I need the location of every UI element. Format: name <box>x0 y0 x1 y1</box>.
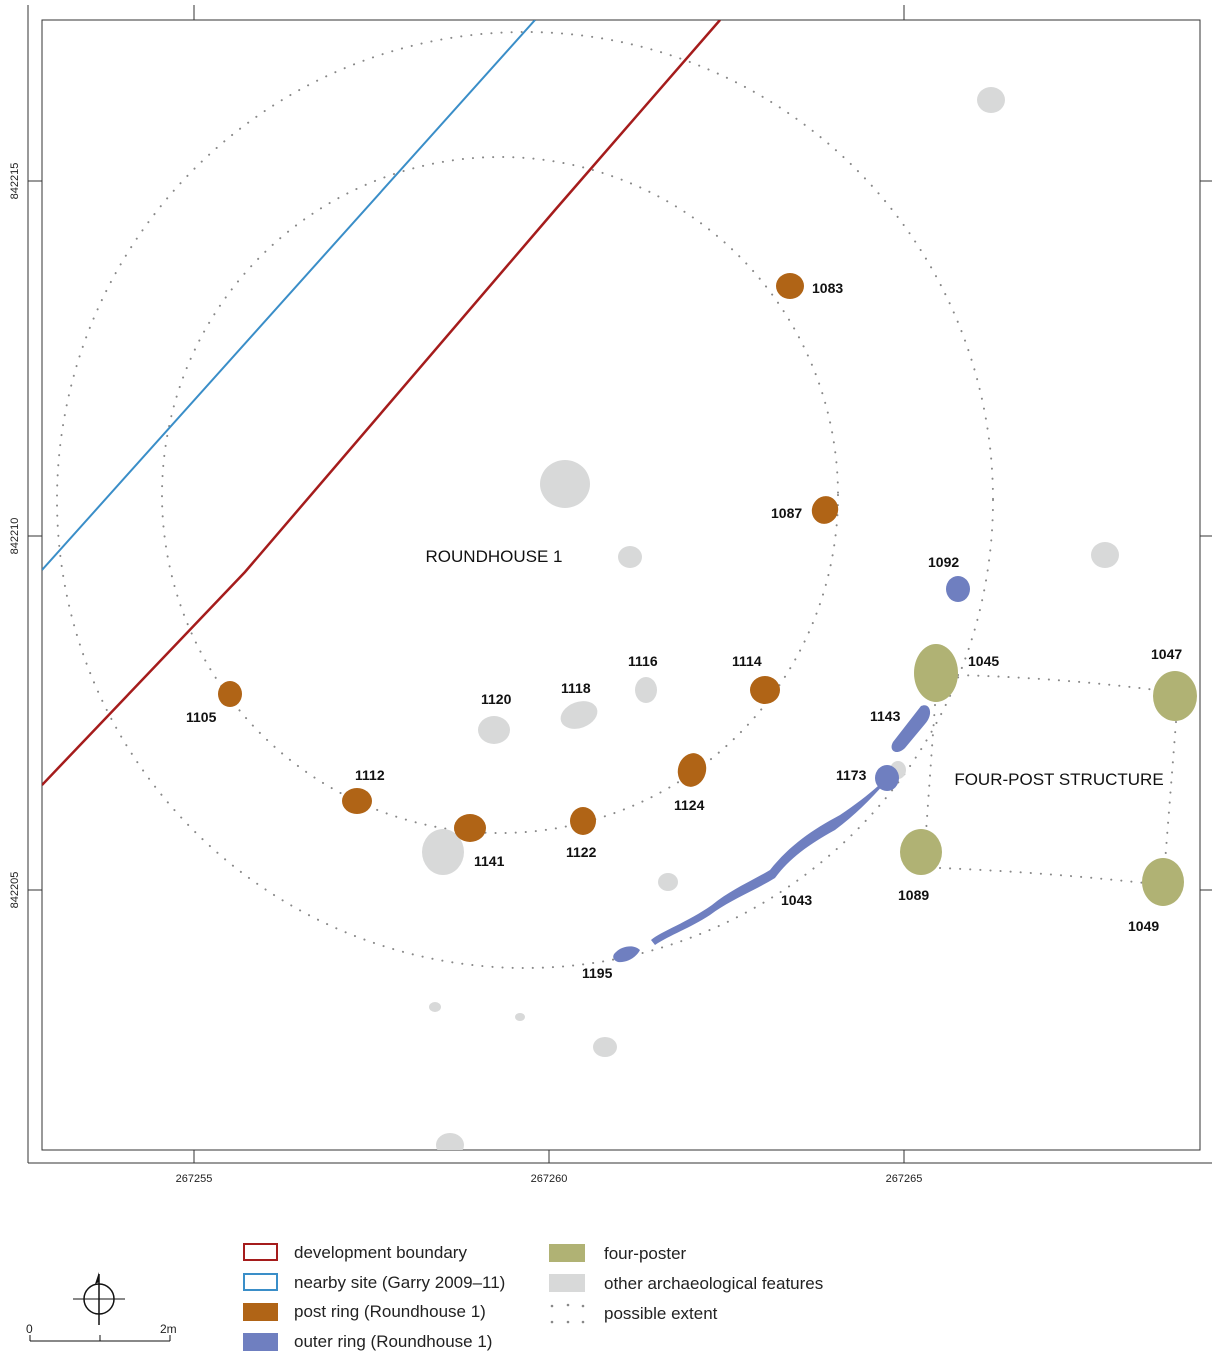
other-feature <box>515 1013 525 1021</box>
legend-possible-extent: possible extent <box>604 1304 718 1323</box>
label-1105: 1105 <box>186 709 217 725</box>
label-1118: 1118 <box>561 680 591 696</box>
other-feature <box>422 829 464 875</box>
x-tick-label: 267265 <box>886 1173 923 1185</box>
label-1092: 1092 <box>928 554 959 570</box>
legend-swatch-development-boundary <box>243 1243 278 1261</box>
four-post-1049 <box>1142 858 1184 906</box>
scale-end-label: 2m <box>160 1322 177 1336</box>
label-1045: 1045 <box>968 653 999 669</box>
label-1195: 1195 <box>582 965 613 981</box>
label-1116: 1116 <box>628 653 658 669</box>
other-feature <box>436 1133 464 1150</box>
other-feature <box>1091 542 1119 568</box>
label-1049: 1049 <box>1128 918 1159 934</box>
four-post-label: FOUR-POST STRUCTURE <box>954 770 1163 789</box>
other-feature <box>618 546 642 568</box>
label-1173: 1173 <box>836 767 867 783</box>
label-1141: 1141 <box>474 853 505 869</box>
other-feature-1118 <box>560 701 598 729</box>
legend-four-poster: four-poster <box>604 1244 687 1263</box>
feature-labels: ROUNDHOUSE 1 FOUR-POST STRUCTURE 1083 10… <box>186 280 1182 981</box>
scale-bar: 0 2m <box>26 1322 177 1342</box>
legend-outer-ring: outer ring (Roundhouse 1) <box>294 1332 492 1351</box>
label-1112: 1112 <box>355 767 385 783</box>
outer-ring-features <box>613 576 970 963</box>
development-boundary-line <box>42 20 721 786</box>
four-post-extent-lines <box>925 674 1177 884</box>
legend-swatch-post-ring <box>243 1303 278 1321</box>
outer-ring-1143 <box>891 705 931 753</box>
post-1122 <box>570 807 596 835</box>
label-1043: 1043 <box>781 892 812 908</box>
other-feature-1120 <box>478 716 510 744</box>
post-1105 <box>218 681 242 707</box>
legend-swatch-other <box>549 1274 585 1292</box>
post-ring-features <box>218 273 839 842</box>
post-1141 <box>454 814 486 842</box>
label-1124: 1124 <box>674 797 705 813</box>
inner-extent-circle <box>161 156 839 834</box>
nearby-site-line <box>42 20 536 571</box>
label-1120: 1120 <box>481 691 512 707</box>
post-1124 <box>677 753 707 787</box>
north-arrow <box>73 1272 125 1325</box>
outer-ring-1195 <box>613 946 640 963</box>
legend-post-ring: post ring (Roundhouse 1) <box>294 1302 486 1321</box>
y-tick-label: 842210 <box>9 518 21 555</box>
four-poster-features <box>900 644 1197 906</box>
x-tick-label: 267255 <box>176 1173 213 1185</box>
other-feature <box>429 1002 441 1012</box>
label-1143: 1143 <box>870 708 901 724</box>
legend-development-boundary: development boundary <box>294 1243 467 1262</box>
label-1089: 1089 <box>898 887 929 903</box>
other-feature <box>977 87 1005 113</box>
post-1114 <box>750 676 780 704</box>
four-post-1089 <box>900 829 942 875</box>
post-1112 <box>342 788 372 814</box>
outer-ring-1092 <box>946 576 970 602</box>
y-tick-label: 842215 <box>9 163 21 200</box>
roundhouse-label: ROUNDHOUSE 1 <box>426 547 563 566</box>
x-tick-label: 267260 <box>531 1173 568 1185</box>
other-feature <box>593 1037 617 1057</box>
post-1087 <box>811 496 839 524</box>
other-feature-1116 <box>635 677 657 703</box>
other-feature <box>540 460 590 508</box>
outer-ring-1043 <box>651 781 885 945</box>
scale-start-label: 0 <box>26 1322 33 1336</box>
label-1083: 1083 <box>812 280 843 296</box>
outer-extent-circle <box>56 31 994 969</box>
label-1047: 1047 <box>1151 646 1182 662</box>
legend-swatch-possible-extent <box>550 1303 585 1324</box>
legend-nearby-site: nearby site (Garry 2009–11) <box>294 1273 505 1292</box>
legend-other: other archaeological features <box>604 1274 823 1293</box>
label-1114: 1114 <box>732 653 762 669</box>
legend-swatch-nearby-site <box>243 1273 278 1291</box>
other-feature <box>658 873 678 891</box>
legend: development boundary nearby site (Garry … <box>243 1243 823 1351</box>
four-post-1047 <box>1153 671 1197 721</box>
legend-swatch-four-poster <box>549 1244 585 1262</box>
y-tick-label: 842205 <box>9 872 21 909</box>
label-1122: 1122 <box>566 844 597 860</box>
other-features <box>422 87 1119 1150</box>
legend-swatch-outer-ring <box>243 1333 278 1351</box>
four-post-1045 <box>914 644 958 702</box>
label-1087: 1087 <box>771 505 802 521</box>
map-frame <box>27 5 1212 1164</box>
post-1083 <box>776 273 804 299</box>
